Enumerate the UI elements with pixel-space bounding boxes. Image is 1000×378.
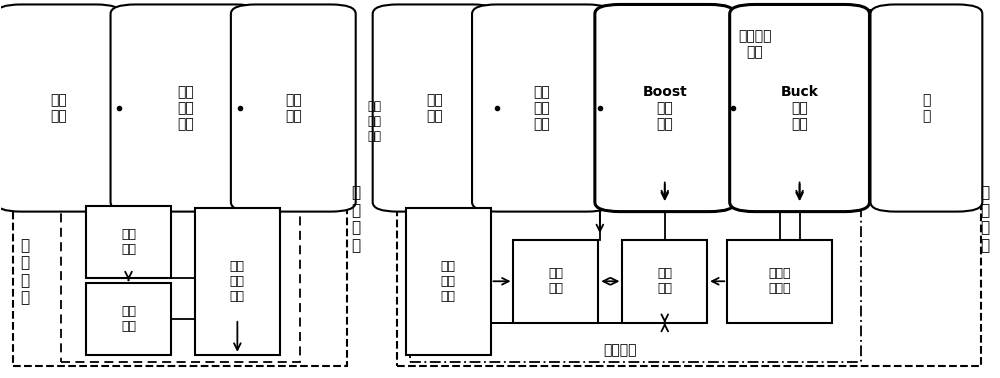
- Bar: [86, 206, 171, 277]
- Bar: [727, 240, 832, 323]
- Bar: [195, 208, 280, 355]
- Text: 检
测
系
统: 检 测 系 统: [20, 238, 29, 305]
- FancyBboxPatch shape: [595, 5, 735, 212]
- Text: 控制系统: 控制系统: [603, 343, 637, 357]
- Text: 无线
发射
模块: 无线 发射 模块: [230, 260, 245, 303]
- Text: 高频
电源: 高频 电源: [50, 93, 67, 123]
- Bar: [13, 10, 347, 366]
- Bar: [61, 180, 300, 362]
- Text: Boost
变换
电路: Boost 变换 电路: [642, 85, 687, 131]
- Text: 发射
线圈: 发射 线圈: [285, 93, 302, 123]
- Text: 耦合
谐振
作用: 耦合 谐振 作用: [367, 100, 381, 143]
- Bar: [410, 180, 861, 362]
- Text: Buck
变换
电路: Buck 变换 电路: [781, 85, 819, 131]
- FancyBboxPatch shape: [111, 5, 260, 212]
- Text: 级联变换
电路: 级联变换 电路: [738, 29, 771, 59]
- Text: 微控
制器: 微控 制器: [657, 267, 672, 295]
- Text: 检测
单元: 检测 单元: [548, 267, 563, 295]
- FancyBboxPatch shape: [373, 5, 498, 212]
- Bar: [397, 10, 981, 366]
- Text: 接收
线圈: 接收 线圈: [427, 93, 443, 123]
- Bar: [622, 240, 707, 323]
- Bar: [513, 240, 598, 323]
- Text: 发
射
装
置: 发 射 装 置: [352, 186, 361, 253]
- Text: 阻抗
匹配
网络: 阻抗 匹配 网络: [177, 85, 194, 131]
- FancyBboxPatch shape: [730, 5, 869, 212]
- Text: 微控
制器: 微控 制器: [121, 305, 136, 333]
- Bar: [610, 15, 916, 191]
- FancyBboxPatch shape: [472, 5, 612, 212]
- Bar: [86, 283, 171, 355]
- Text: 检测
单元: 检测 单元: [121, 228, 136, 256]
- Text: 负
载: 负 载: [922, 93, 931, 123]
- Bar: [406, 208, 491, 355]
- Text: 电压检
测单元: 电压检 测单元: [768, 267, 791, 295]
- FancyBboxPatch shape: [0, 5, 121, 212]
- FancyBboxPatch shape: [870, 5, 982, 212]
- Text: 接
收
装
置: 接 收 装 置: [980, 186, 989, 253]
- Text: 整流
滤波
电路: 整流 滤波 电路: [534, 85, 550, 131]
- Text: 无线
接收
模块: 无线 接收 模块: [441, 260, 456, 303]
- FancyBboxPatch shape: [231, 5, 356, 212]
